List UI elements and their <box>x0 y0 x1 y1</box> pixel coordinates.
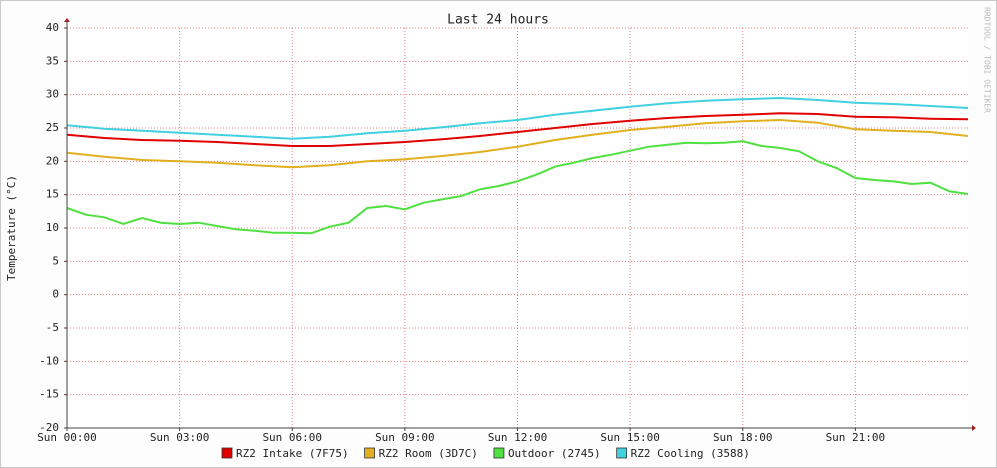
y-tick-label: -15 <box>39 388 59 401</box>
series-line <box>66 96 969 140</box>
y-tick-label: 10 <box>46 221 59 234</box>
y-arrow <box>64 18 70 22</box>
y-tick-label: 30 <box>46 88 59 101</box>
x-tick-label: Sun 00:00 <box>37 431 97 444</box>
series-line <box>66 118 969 169</box>
watermark: RRDTOOL / TOBI OETIKER <box>983 7 992 113</box>
y-tick-label: 15 <box>46 188 59 201</box>
chart-title: Last 24 hours <box>447 13 549 28</box>
y-tick-label: 5 <box>52 254 59 267</box>
legend-label: RZ2 Intake (7F75) <box>236 447 349 460</box>
y-tick-label: -10 <box>39 354 59 367</box>
legend-swatch <box>364 447 375 459</box>
y-axis-label: Temperature (°C) <box>5 175 18 281</box>
legend-swatch <box>616 447 628 459</box>
lines <box>66 96 969 235</box>
y-tick-label: 25 <box>46 121 59 134</box>
x-arrow <box>972 425 976 431</box>
x-tick-label: Sun 09:00 <box>375 431 435 444</box>
x-tick-label: Sun 18:00 <box>713 431 773 444</box>
x-tick-label: Sun 06:00 <box>262 431 322 444</box>
grid <box>66 27 968 429</box>
y-tick-label: -20 <box>39 421 59 434</box>
x-tick-label: Sun 15:00 <box>600 431 660 444</box>
legend-swatch <box>221 447 233 459</box>
y-tick-label: -5 <box>46 321 59 334</box>
series-line <box>66 140 969 235</box>
legend-swatch <box>493 447 505 459</box>
x-tick-label: Sun 03:00 <box>150 431 210 444</box>
legend-label: Outdoor (2745) <box>508 447 601 460</box>
legend: RZ2 Intake (7F75) RZ2 Room (3D7C) Outdoor … <box>221 447 750 460</box>
x-tick-label: Sun 21:00 <box>826 431 886 444</box>
y-tick-label: 35 <box>46 54 59 67</box>
y-tick-label: 20 <box>46 154 59 167</box>
legend-label: RZ2 Room (3D7C) <box>379 447 478 460</box>
x-tick-label: Sun 12:00 <box>488 431 548 444</box>
y-tick-label: 40 <box>46 21 59 34</box>
y-tick-label: 0 <box>52 288 59 301</box>
series-line <box>66 112 969 147</box>
legend-label: RZ2 Cooling (3588) <box>631 447 750 460</box>
